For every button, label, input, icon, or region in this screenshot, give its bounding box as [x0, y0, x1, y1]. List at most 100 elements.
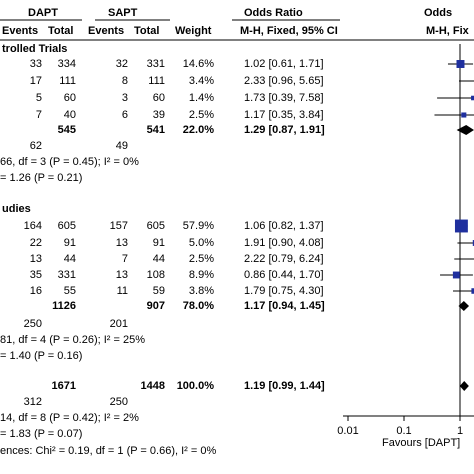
subtotal-weight: 22.0% — [182, 124, 214, 136]
subtotal-diamond — [456, 125, 474, 135]
sapt-header: SAPT — [108, 7, 138, 19]
cell-t1: 331 — [57, 269, 76, 281]
cell-or-ci: 1.73 [0.39, 7.58] — [244, 92, 324, 104]
weight-header: Weight — [175, 25, 212, 37]
total-heterogeneity-text: 14, df = 8 (P = 0.42); I² = 2% — [0, 412, 139, 424]
x-axis-tick-label: 1 — [457, 425, 463, 437]
cell-e1: 5 — [35, 92, 42, 104]
cell-e1: 35 — [29, 269, 42, 281]
study-square — [456, 60, 465, 68]
cell-e2: 13 — [115, 237, 128, 249]
events-total-e1: 62 — [29, 140, 42, 152]
cell-t1: 60 — [63, 92, 76, 104]
cell-or-ci: 0.86 [0.44, 1.70] — [244, 269, 324, 281]
cell-or-ci: 1.02 [0.61, 1.71] — [244, 58, 324, 70]
cell-t1: 44 — [63, 253, 76, 265]
events2-header: Events — [88, 25, 125, 37]
total-events-e2: 250 — [109, 396, 128, 408]
cell-t2: 108 — [146, 269, 165, 281]
events-total-e1: 250 — [23, 318, 42, 330]
total-t1: 1671 — [51, 380, 76, 392]
cell-weight: 3.8% — [188, 285, 214, 297]
cell-t2: 331 — [146, 58, 165, 70]
dapt-header: DAPT — [28, 7, 58, 19]
study-square — [461, 112, 467, 118]
subtotal-t1: 1126 — [52, 300, 76, 312]
x-axis-tick-label: 0.1 — [396, 425, 411, 437]
cell-t2: 91 — [152, 237, 165, 249]
overall-diamond — [459, 381, 469, 391]
study-square — [472, 240, 474, 246]
total-events-e1: 312 — [23, 396, 42, 408]
subtotal-t2: 541 — [146, 124, 165, 136]
study-square — [454, 219, 468, 233]
cell-or-ci: 2.33 [0.96, 5.65] — [244, 75, 324, 87]
cell-or-ci: 1.06 [0.82, 1.37] — [244, 220, 324, 232]
cell-weight: 8.9% — [188, 269, 214, 281]
cell-weight: 2.5% — [188, 109, 214, 121]
cell-t2: 605 — [146, 220, 165, 232]
subtotal-diamond — [458, 301, 470, 311]
cell-t2: 44 — [152, 253, 165, 265]
cell-t1: 111 — [59, 75, 76, 87]
total-or-ci: 1.19 [0.99, 1.44] — [244, 380, 325, 392]
study-square — [452, 271, 460, 279]
or-method-header: M-H, Fixed, 95% CI — [240, 25, 338, 37]
cell-t1: 605 — [57, 220, 76, 232]
total-weight: 100.0% — [176, 380, 214, 392]
events1-header: Events — [2, 25, 39, 37]
odds-ratio-plot-header: Odds — [424, 7, 453, 19]
cell-e2: 11 — [116, 285, 128, 297]
cell-or-ci: 1.17 [0.35, 3.84] — [244, 109, 324, 121]
cell-e1: 22 — [29, 237, 42, 249]
cell-e1: 33 — [29, 58, 42, 70]
subtotal-weight: 78.0% — [182, 300, 214, 312]
subtotal-or-ci: 1.17 [0.94, 1.45] — [244, 300, 325, 312]
heterogeneity-text: 81, df = 4 (P = 0.26); I² = 25% — [0, 334, 146, 346]
cell-e1: 13 — [29, 253, 42, 265]
cell-e2: 13 — [115, 269, 128, 281]
cell-t1: 91 — [63, 237, 76, 249]
cell-weight: 14.6% — [182, 58, 214, 70]
cell-or-ci: 1.79 [0.75, 4.30] — [244, 285, 324, 297]
subtotal-or-ci: 1.29 [0.87, 1.91] — [244, 124, 325, 136]
cell-e1: 16 — [29, 285, 42, 297]
cell-t2: 60 — [152, 92, 165, 104]
section-title: trolled Trials — [2, 43, 68, 55]
cell-t2: 111 — [148, 75, 165, 87]
x-axis-tick-label: 0.01 — [337, 425, 358, 437]
heterogeneity-text: 66, df = 3 (P = 0.45); I² = 0% — [0, 156, 139, 168]
cell-e1: 17 — [29, 75, 42, 87]
cell-e2: 6 — [121, 109, 128, 121]
total2-header: Total — [134, 25, 160, 37]
cell-weight: 5.0% — [188, 237, 214, 249]
cell-weight: 3.4% — [188, 75, 214, 87]
events-total-e2: 49 — [115, 140, 128, 152]
cell-e2: 8 — [121, 75, 128, 87]
cell-t2: 59 — [152, 285, 165, 297]
cell-weight: 57.9% — [182, 220, 214, 232]
odds-ratio-header: Odds Ratio — [244, 7, 303, 19]
or-method-plot-header: M-H, Fix — [426, 25, 469, 37]
cell-or-ci: 1.91 [0.90, 4.08] — [244, 237, 324, 249]
cell-e2: 3 — [121, 92, 128, 104]
subgroup-difference-text: ences: Chi² = 0.19, df = 1 (P = 0.66), I… — [0, 445, 217, 457]
study-square — [471, 288, 474, 294]
cell-weight: 1.4% — [188, 92, 214, 104]
total-t2: 1448 — [140, 380, 165, 392]
cell-e2: 32 — [115, 58, 128, 70]
cell-t1: 334 — [57, 58, 76, 70]
cell-or-ci: 2.22 [0.79, 6.24] — [244, 253, 324, 265]
cell-e1: 7 — [35, 109, 42, 121]
total1-header: Total — [48, 25, 74, 37]
cell-e2: 7 — [121, 253, 128, 265]
cell-t1: 55 — [63, 285, 76, 297]
favours-left-label: Favours [DAPT] — [382, 437, 460, 449]
subtotal-t2: 907 — [146, 300, 165, 312]
cell-t2: 39 — [152, 109, 165, 121]
overall-effect-text: = 1.40 (P = 0.16) — [0, 350, 83, 362]
subtotal-t1: 545 — [57, 124, 76, 136]
section-title: udies — [2, 203, 31, 215]
